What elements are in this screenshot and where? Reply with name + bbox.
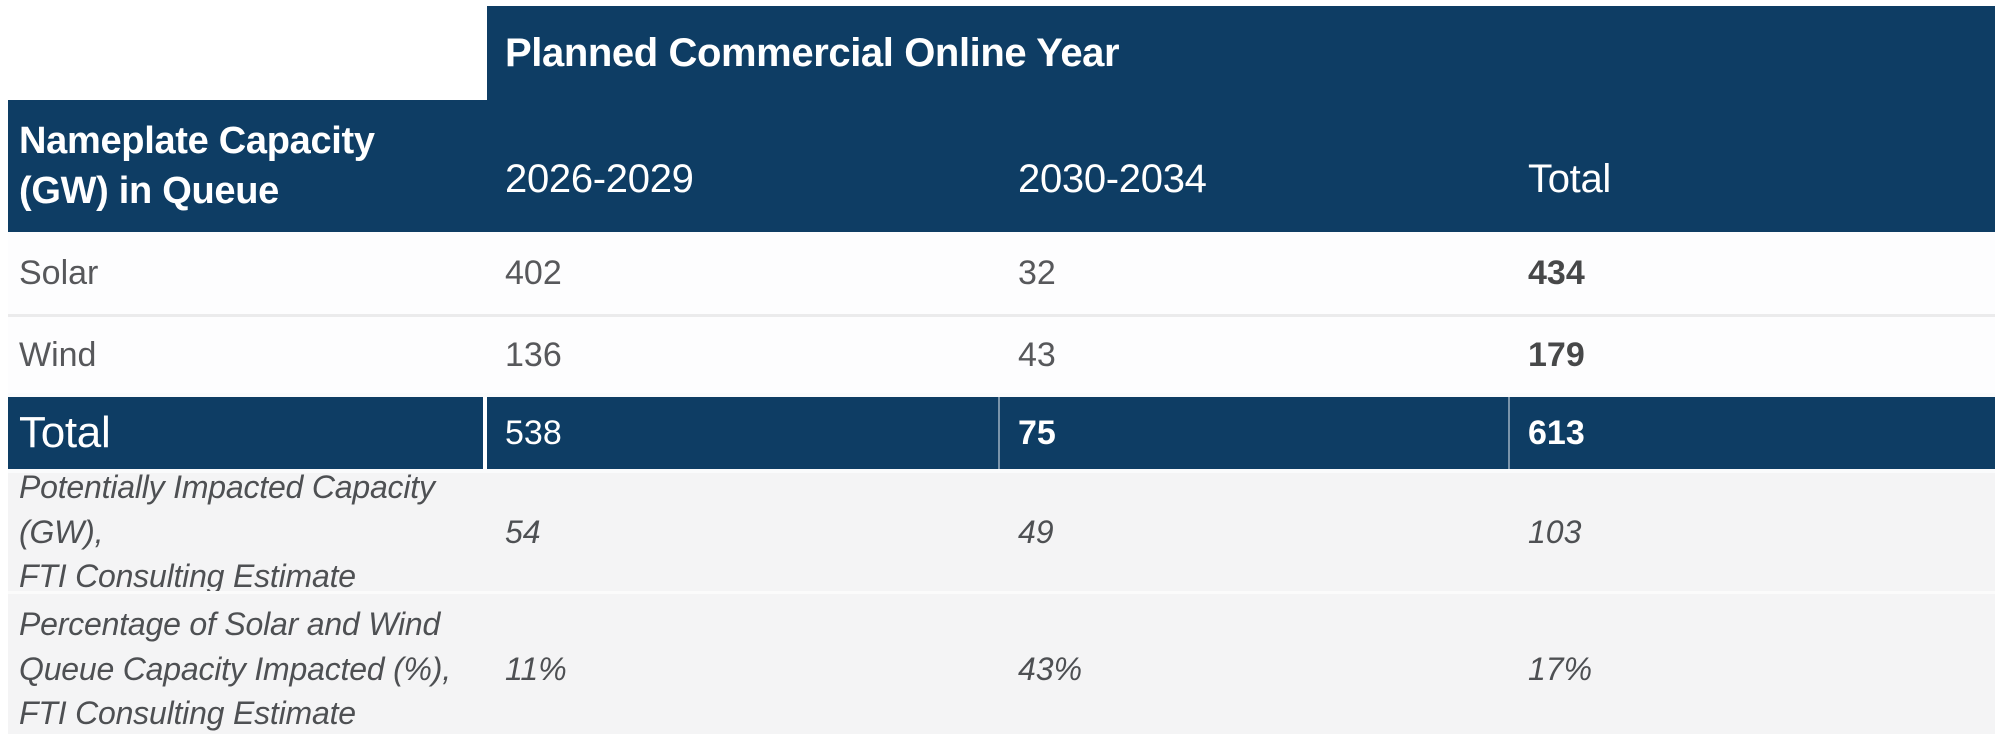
capacity-table: Planned Commercial Online Year Nameplate… (8, 6, 1995, 734)
spanner-header-cell: Planned Commercial Online Year (487, 6, 1995, 100)
total-value-2030-2034: 75 (1000, 397, 1510, 469)
wind-value-total: 179 (1528, 335, 1585, 374)
column-header-2026-2029: 2026-2029 (505, 157, 694, 201)
column-header-row: Nameplate Capacity (GW) in Queue 2026-20… (8, 100, 1995, 232)
row-header-cell: Nameplate Capacity (GW) in Queue (8, 100, 487, 232)
wind-value-2026-2029: 136 (505, 335, 562, 374)
wind-label: Wind (19, 335, 97, 374)
impacted-label-line-2: FTI Consulting Estimate (19, 558, 356, 591)
percentage-value-2030-2034: 43% (1018, 650, 1083, 687)
solar-value-total: 434 (1528, 253, 1585, 292)
spanner-header-label: Planned Commercial Online Year (505, 30, 1120, 75)
column-header-total: Total (1528, 157, 1611, 201)
table-row-wind: Wind 136 43 179 (8, 317, 1995, 393)
table-row-total: Total 538 75 613 (8, 393, 1995, 473)
solar-value-2026-2029: 402 (505, 253, 562, 292)
percentage-label-line-1: Percentage of Solar and Wind (19, 605, 441, 642)
impacted-value-total: 103 (1528, 513, 1582, 550)
percentage-label-line-3: FTI Consulting Estimate (19, 695, 356, 732)
solar-label: Solar (19, 253, 99, 292)
table-row-solar: Solar 402 32 434 (8, 232, 1995, 317)
percentage-value-total: 17% (1528, 650, 1593, 687)
total-label: Total (8, 397, 487, 469)
wind-value-2030-2034: 43 (1018, 335, 1056, 374)
row-header-line-2: (GW) in Queue (19, 170, 279, 212)
total-value-2026-2029: 538 (487, 397, 1000, 469)
empty-corner-cell (8, 6, 487, 100)
percentage-label-line-2: Queue Capacity Impacted (%), (19, 650, 451, 687)
impacted-value-2030-2034: 49 (1018, 513, 1054, 550)
row-header-line-1: Nameplate Capacity (19, 119, 375, 162)
table-row-impacted-capacity: Potentially Impacted Capacity (GW), FTI … (8, 473, 1995, 594)
impacted-label-line-1: Potentially Impacted Capacity (GW), (19, 473, 435, 550)
percentage-impacted-label: Percentage of Solar and Wind Queue Capac… (8, 594, 487, 734)
impacted-value-2026-2029: 54 (505, 513, 541, 550)
column-header-2030-2034: 2030-2034 (1018, 157, 1207, 201)
total-value-total: 613 (1528, 413, 1585, 452)
spanner-header-row: Planned Commercial Online Year (8, 6, 1995, 100)
percentage-value-2026-2029: 11% (505, 650, 567, 687)
solar-value-2030-2034: 32 (1018, 253, 1056, 292)
impacted-capacity-label: Potentially Impacted Capacity (GW), FTI … (8, 473, 487, 591)
table-row-percentage-impacted: Percentage of Solar and Wind Queue Capac… (8, 594, 1995, 734)
